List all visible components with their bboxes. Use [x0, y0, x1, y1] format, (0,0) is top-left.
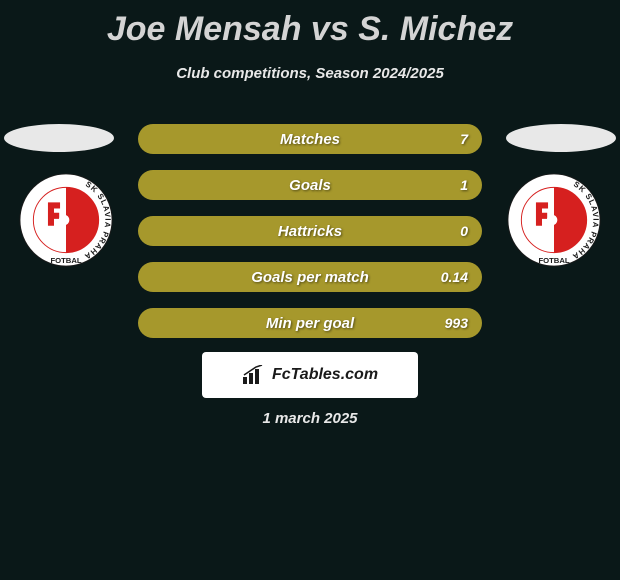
date-text: 1 march 2025: [0, 410, 620, 427]
club-badge-right: SK SLAVIA PRAHA FOTBAL: [506, 172, 602, 268]
stat-rows: Matches 7 Goals 1 Hattricks 0 Goals per …: [138, 124, 482, 354]
brand-text: FcTables.com: [272, 366, 378, 384]
player-photo-right-placeholder: [506, 124, 616, 152]
stat-row: Goals per match 0.14: [138, 262, 482, 292]
stat-value: 1: [460, 177, 468, 193]
stat-label: Hattricks: [278, 223, 342, 240]
club-badge-left: SK SLAVIA PRAHA FOTBAL: [18, 172, 114, 268]
subtitle: Club competitions, Season 2024/2025: [0, 65, 620, 82]
slavia-praha-logo-icon: SK SLAVIA PRAHA FOTBAL: [506, 172, 602, 268]
page-title: Joe Mensah vs S. Michez: [0, 0, 620, 49]
bar-chart-icon: [242, 365, 266, 385]
stat-row: Min per goal 993: [138, 308, 482, 338]
stat-value: 993: [445, 315, 468, 331]
player-photo-left-placeholder: [4, 124, 114, 152]
stat-value: 0: [460, 223, 468, 239]
stat-value: 0.14: [441, 269, 468, 285]
stat-label: Matches: [280, 131, 340, 148]
stat-label: Min per goal: [266, 315, 354, 332]
svg-text:FOTBAL: FOTBAL: [50, 256, 81, 265]
stat-row: Goals 1: [138, 170, 482, 200]
stat-label: Goals: [289, 177, 331, 194]
slavia-praha-logo-icon: SK SLAVIA PRAHA FOTBAL: [18, 172, 114, 268]
stat-label: Goals per match: [251, 269, 369, 286]
stat-value: 7: [460, 131, 468, 147]
stat-row: Matches 7: [138, 124, 482, 154]
stat-row: Hattricks 0: [138, 216, 482, 246]
svg-text:FOTBAL: FOTBAL: [538, 256, 569, 265]
brand-box: FcTables.com: [202, 352, 418, 398]
